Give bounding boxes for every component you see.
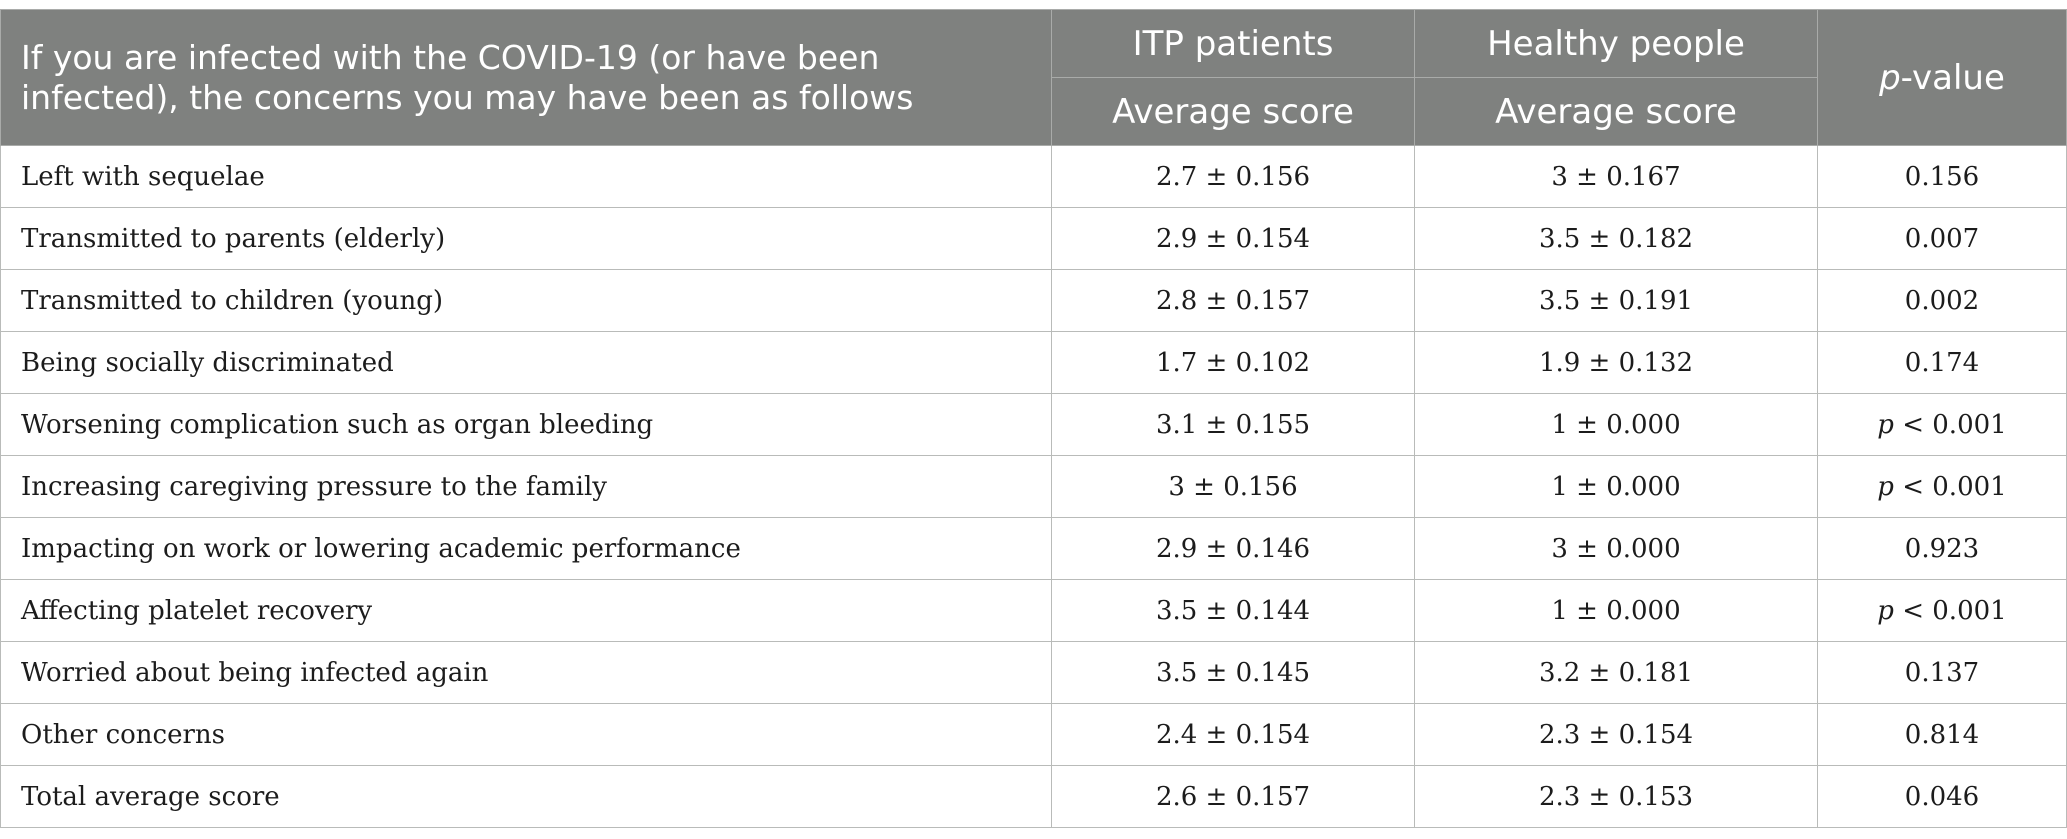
- row-label: Being socially discriminated: [0, 331, 1052, 394]
- healthy-score: 2.3 ± 0.153: [1414, 765, 1818, 828]
- healthy-score: 1.9 ± 0.132: [1414, 331, 1818, 394]
- p-value-prefix: p: [1877, 595, 1894, 626]
- row-label: Increasing caregiving pressure to the fa…: [0, 455, 1052, 518]
- itp-score: 2.6 ± 0.157: [1051, 765, 1415, 828]
- table-row: Other concerns 2.4 ± 0.154 2.3 ± 0.154 0…: [0, 703, 2067, 766]
- p-value: 0.002: [1904, 285, 1980, 316]
- p-value: 0.174: [1904, 347, 1980, 378]
- table-row: Worsening complication such as organ ble…: [0, 393, 2067, 456]
- header-p-value-suffix: -value: [1900, 57, 2005, 98]
- p-value: 0.046: [1904, 781, 1980, 812]
- row-label: Affecting platelet recovery: [0, 579, 1052, 642]
- table-body: Left with sequelae 2.7 ± 0.156 3 ± 0.167…: [0, 145, 2067, 828]
- p-value: 0.923: [1904, 533, 1980, 564]
- row-label: Transmitted to parents (elderly): [0, 207, 1052, 270]
- p-value: < 0.001: [1893, 595, 2007, 626]
- itp-score: 3 ± 0.156: [1051, 455, 1415, 518]
- p-value-cell: 0.923: [1817, 517, 2067, 580]
- header-p-value: p-value: [1817, 9, 2067, 146]
- itp-score: 2.7 ± 0.156: [1051, 145, 1415, 208]
- p-value-cell: 0.137: [1817, 641, 2067, 704]
- p-value-cell: 0.007: [1817, 207, 2067, 270]
- p-value-cell: 0.156: [1817, 145, 2067, 208]
- p-value-cell: 0.174: [1817, 331, 2067, 394]
- p-value: 0.814: [1904, 719, 1980, 750]
- itp-score: 1.7 ± 0.102: [1051, 331, 1415, 394]
- p-value-cell: 0.814: [1817, 703, 2067, 766]
- p-value-cell: p < 0.001: [1817, 393, 2067, 456]
- table-row: Being socially discriminated 1.7 ± 0.102…: [0, 331, 2067, 394]
- healthy-score: 3 ± 0.000: [1414, 517, 1818, 580]
- itp-score: 3.1 ± 0.155: [1051, 393, 1415, 456]
- table-row: Transmitted to children (young) 2.8 ± 0.…: [0, 269, 2067, 332]
- header-healthy-people: Healthy people: [1414, 9, 1818, 78]
- p-value-prefix: p: [1877, 409, 1894, 440]
- subheader-healthy-average-score: Average score: [1414, 77, 1818, 146]
- itp-score: 3.5 ± 0.145: [1051, 641, 1415, 704]
- row-label: Other concerns: [0, 703, 1052, 766]
- p-value: < 0.001: [1893, 471, 2007, 502]
- p-value-cell: p < 0.001: [1817, 455, 2067, 518]
- healthy-score: 2.3 ± 0.154: [1414, 703, 1818, 766]
- itp-score: 2.9 ± 0.154: [1051, 207, 1415, 270]
- itp-score: 2.8 ± 0.157: [1051, 269, 1415, 332]
- p-value-prefix: p: [1877, 471, 1894, 502]
- row-label: Impacting on work or lowering academic p…: [0, 517, 1052, 580]
- p-value: 0.156: [1904, 161, 1980, 192]
- table-row: Affecting platelet recovery 3.5 ± 0.144 …: [0, 579, 2067, 642]
- p-value: < 0.001: [1893, 409, 2007, 440]
- itp-score: 2.9 ± 0.146: [1051, 517, 1415, 580]
- header-p-value-italic: p: [1879, 57, 1901, 98]
- p-value: 0.007: [1904, 223, 1980, 254]
- table-row: Total average score 2.6 ± 0.157 2.3 ± 0.…: [0, 765, 2067, 828]
- table-row: Impacting on work or lowering academic p…: [0, 517, 2067, 580]
- table-container: If you are infected with the COVID-19 (o…: [0, 9, 2067, 828]
- p-value: 0.137: [1904, 657, 1980, 688]
- p-value-cell: 0.002: [1817, 269, 2067, 332]
- table-row: Worried about being infected again 3.5 ±…: [0, 641, 2067, 704]
- subheader-itp-average-score: Average score: [1051, 77, 1415, 146]
- healthy-score: 3.5 ± 0.191: [1414, 269, 1818, 332]
- table-row: Increasing caregiving pressure to the fa…: [0, 455, 2067, 518]
- healthy-score: 1 ± 0.000: [1414, 455, 1818, 518]
- row-label: Worried about being infected again: [0, 641, 1052, 704]
- healthy-score: 3.2 ± 0.181: [1414, 641, 1818, 704]
- table-row: Left with sequelae 2.7 ± 0.156 3 ± 0.167…: [0, 145, 2067, 208]
- table-row: Transmitted to parents (elderly) 2.9 ± 0…: [0, 207, 2067, 270]
- healthy-score: 3.5 ± 0.182: [1414, 207, 1818, 270]
- healthy-score: 1 ± 0.000: [1414, 393, 1818, 456]
- p-value-cell: p < 0.001: [1817, 579, 2067, 642]
- header-itp-patients: ITP patients: [1051, 9, 1415, 78]
- row-label: Transmitted to children (young): [0, 269, 1052, 332]
- row-label: Left with sequelae: [0, 145, 1052, 208]
- table-header: If you are infected with the COVID-19 (o…: [0, 9, 2067, 146]
- itp-score: 3.5 ± 0.144: [1051, 579, 1415, 642]
- concerns-table: If you are infected with the COVID-19 (o…: [0, 9, 2067, 828]
- itp-score: 2.4 ± 0.154: [1051, 703, 1415, 766]
- p-value-cell: 0.046: [1817, 765, 2067, 828]
- row-label: Worsening complication such as organ ble…: [0, 393, 1052, 456]
- healthy-score: 3 ± 0.167: [1414, 145, 1818, 208]
- row-label: Total average score: [0, 765, 1052, 828]
- header-description: If you are infected with the COVID-19 (o…: [0, 9, 1052, 146]
- healthy-score: 1 ± 0.000: [1414, 579, 1818, 642]
